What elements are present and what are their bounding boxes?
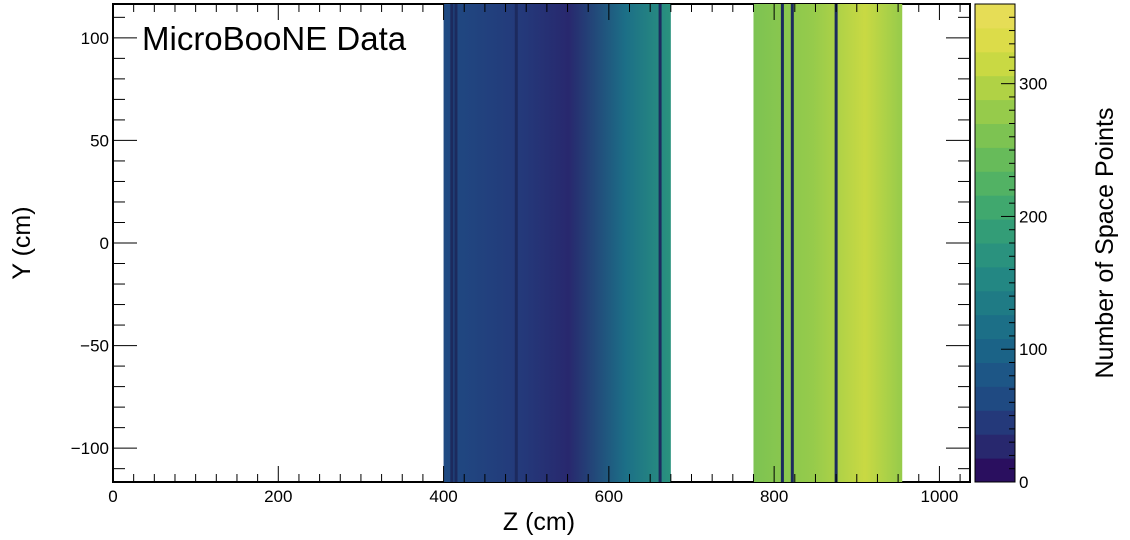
x-axis: 0 200 400 600 800 1000	[108, 4, 961, 506]
colorbar-band	[975, 147, 1015, 172]
colorbar-band	[975, 99, 1015, 124]
x-tick-label: 400	[429, 487, 457, 506]
colorbar-band	[975, 219, 1015, 244]
heat-region-1	[443, 4, 671, 482]
colorbar-band	[975, 4, 1015, 29]
y-tick-label: 0	[100, 234, 109, 253]
colorbar-band	[975, 27, 1015, 53]
colorbar-title: Number of Space Points	[1091, 108, 1119, 379]
colorbar-band	[975, 123, 1015, 148]
colorbar-tick-label: 300	[1019, 75, 1047, 94]
dead-wire-lines	[450, 4, 838, 482]
colorbar-band	[975, 51, 1015, 77]
colorbar-ticks: 0 100 200 300	[1001, 16, 1047, 492]
colorbar-band	[975, 434, 1015, 459]
colorbar-tick-label: 0	[1019, 473, 1028, 492]
colorbar-band	[975, 314, 1015, 340]
y-tick-label: 50	[90, 131, 109, 150]
x-tick-label: 800	[760, 487, 788, 506]
colorbar-tick-label: 100	[1019, 340, 1047, 359]
colorbar-band	[975, 195, 1015, 220]
y-axis: −100 −50 0 50 100	[71, 16, 970, 470]
colorbar-band	[975, 458, 1015, 483]
colorbar-band	[975, 266, 1015, 292]
x-tick-label: 0	[108, 487, 117, 506]
x-tick-label: 1000	[921, 487, 959, 506]
colorbar-band	[975, 338, 1015, 363]
colorbar-band	[975, 75, 1015, 101]
colorbar-band	[975, 362, 1015, 387]
colorbar-band	[975, 290, 1015, 316]
y-axis-title: Y (cm)	[8, 206, 36, 279]
colorbar	[975, 4, 1015, 483]
heat-regions	[443, 4, 903, 482]
annotation-label: MicroBooNE Data	[142, 20, 407, 57]
x-tick-label: 600	[595, 487, 623, 506]
heat-region-2	[753, 4, 903, 482]
colorbar-band	[975, 171, 1015, 196]
colorbar-band	[975, 243, 1015, 268]
y-tick-label: −100	[71, 439, 109, 458]
colorbar-band	[975, 386, 1015, 411]
x-axis-title: Z (cm)	[503, 508, 575, 536]
y-tick-label: 100	[81, 29, 109, 48]
colorbar-tick-label: 200	[1019, 207, 1047, 226]
x-tick-label: 200	[264, 487, 292, 506]
colorbar-band	[975, 410, 1015, 435]
y-tick-label: −50	[80, 337, 109, 356]
